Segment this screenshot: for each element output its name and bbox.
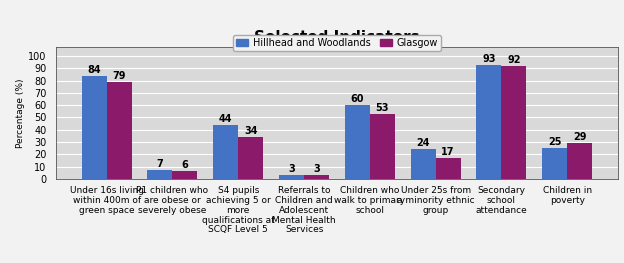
Text: 29: 29 [573, 132, 587, 142]
Legend: Hillhead and Woodlands, Glasgow: Hillhead and Woodlands, Glasgow [233, 35, 441, 51]
Text: 3: 3 [313, 164, 320, 174]
Text: 84: 84 [87, 65, 101, 75]
Bar [238, 137, 263, 179]
Text: 44: 44 [219, 114, 233, 124]
Bar [567, 143, 592, 179]
Text: 60: 60 [351, 94, 364, 104]
Text: 34: 34 [244, 126, 258, 136]
Text: 93: 93 [482, 54, 495, 64]
Bar [411, 149, 436, 179]
Bar [147, 170, 172, 179]
Bar [304, 175, 329, 179]
Bar [502, 66, 527, 179]
Title: Selected Indicators: Selected Indicators [254, 30, 420, 45]
Text: 6: 6 [182, 160, 188, 170]
Y-axis label: Percentage (%): Percentage (%) [16, 78, 26, 148]
Text: 24: 24 [416, 138, 430, 148]
Bar [213, 125, 238, 179]
Text: 25: 25 [548, 137, 562, 147]
Bar [279, 175, 304, 179]
Bar [542, 148, 567, 179]
Bar [345, 105, 370, 179]
Text: 17: 17 [441, 147, 455, 157]
Bar [436, 158, 461, 179]
Text: 79: 79 [112, 71, 126, 81]
Bar [82, 75, 107, 179]
Text: 7: 7 [157, 159, 163, 169]
Text: 92: 92 [507, 55, 520, 65]
Text: 53: 53 [376, 103, 389, 113]
Bar [107, 82, 132, 179]
Bar [370, 114, 395, 179]
Bar [477, 64, 502, 179]
Bar [172, 171, 197, 179]
Text: 3: 3 [288, 164, 295, 174]
